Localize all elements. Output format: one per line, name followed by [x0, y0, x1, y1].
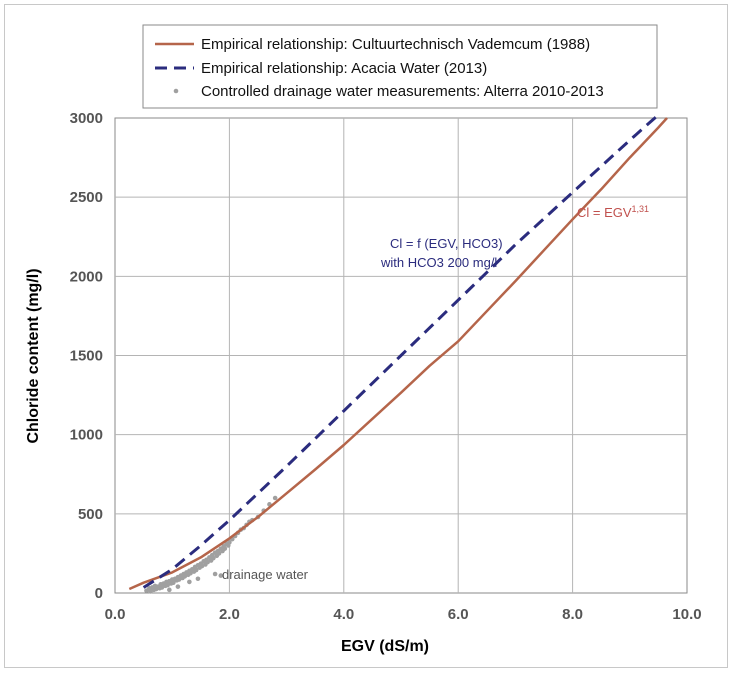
data-point: [187, 579, 192, 585]
data-point: [205, 559, 210, 565]
x-tick-label: 2.0: [219, 606, 240, 623]
legend-label-alterra: Controlled drainage water measurements: …: [201, 83, 604, 100]
data-point: [211, 555, 216, 561]
annotation-cl-egv-base: Cl = EGV: [577, 205, 632, 220]
y-tick-label: 1500: [70, 348, 103, 365]
x-tick-label: 8.0: [562, 606, 583, 623]
data-point: [227, 540, 232, 545]
annotation-acacia-line1: Cl = f (EGV, HCO3): [390, 236, 503, 251]
data-point: [188, 570, 193, 576]
x-tick-label: 4.0: [333, 606, 354, 623]
series-line-vademecum: [128, 117, 668, 591]
data-point: [159, 585, 165, 590]
data-point: [148, 589, 153, 594]
data-point: [222, 546, 228, 551]
x-tick-labels: 0.0 2.0 4.0 6.0 8.0 10.0: [105, 606, 702, 623]
legend-box: [142, 24, 658, 109]
y-tick-label: 1000: [70, 427, 103, 444]
y-tick-labels: 0 500 1000 1500 2000 2500 3000: [70, 110, 103, 602]
x-tick-label: 6.0: [448, 606, 469, 623]
annotation-cl-egv: Cl = EGV1,31: [577, 204, 649, 220]
data-point: [176, 577, 182, 582]
data-point: [212, 571, 218, 577]
data-point: [175, 584, 181, 589]
data-point: [165, 582, 170, 588]
legend: Empirical relationship: Cultuurtechnisch…: [142, 24, 658, 109]
annotation-acacia-line2: with HCO3 200 mg/l: [380, 255, 497, 270]
y-tick-label: 0: [95, 585, 103, 602]
y-tick-label: 500: [78, 506, 103, 523]
legend-label-vademecum: Empirical relationship: Cultuurtechnisch…: [201, 36, 590, 53]
data-point: [195, 576, 201, 582]
data-point: [199, 563, 205, 569]
annotation-cl-egv-exponent: 1,31: [632, 204, 650, 214]
y-tick-label: 2000: [70, 268, 103, 285]
x-tick-label: 10.0: [672, 606, 701, 623]
y-tick-label: 2500: [70, 189, 103, 206]
grid: [115, 118, 687, 593]
series-line-acacia: [142, 113, 660, 589]
data-point: [193, 567, 199, 573]
y-tick-label: 3000: [70, 110, 103, 127]
y-axis-title: Chloride content (mg/l): [25, 268, 42, 443]
legend-swatch-alterra: [173, 88, 179, 94]
data-point: [182, 574, 188, 579]
data-point: [216, 551, 222, 556]
series-layer: [128, 113, 668, 594]
data-point: [167, 587, 172, 593]
legend-label-acacia: Empirical relationship: Acacia Water (20…: [201, 60, 487, 77]
x-tick-label: 0.0: [105, 606, 126, 623]
data-point: [171, 580, 176, 586]
data-point: [218, 573, 224, 578]
annotation-drainage-water: drainage water: [222, 567, 309, 582]
x-axis-title: EGV (dS/m): [341, 638, 429, 655]
data-point: [272, 495, 278, 501]
